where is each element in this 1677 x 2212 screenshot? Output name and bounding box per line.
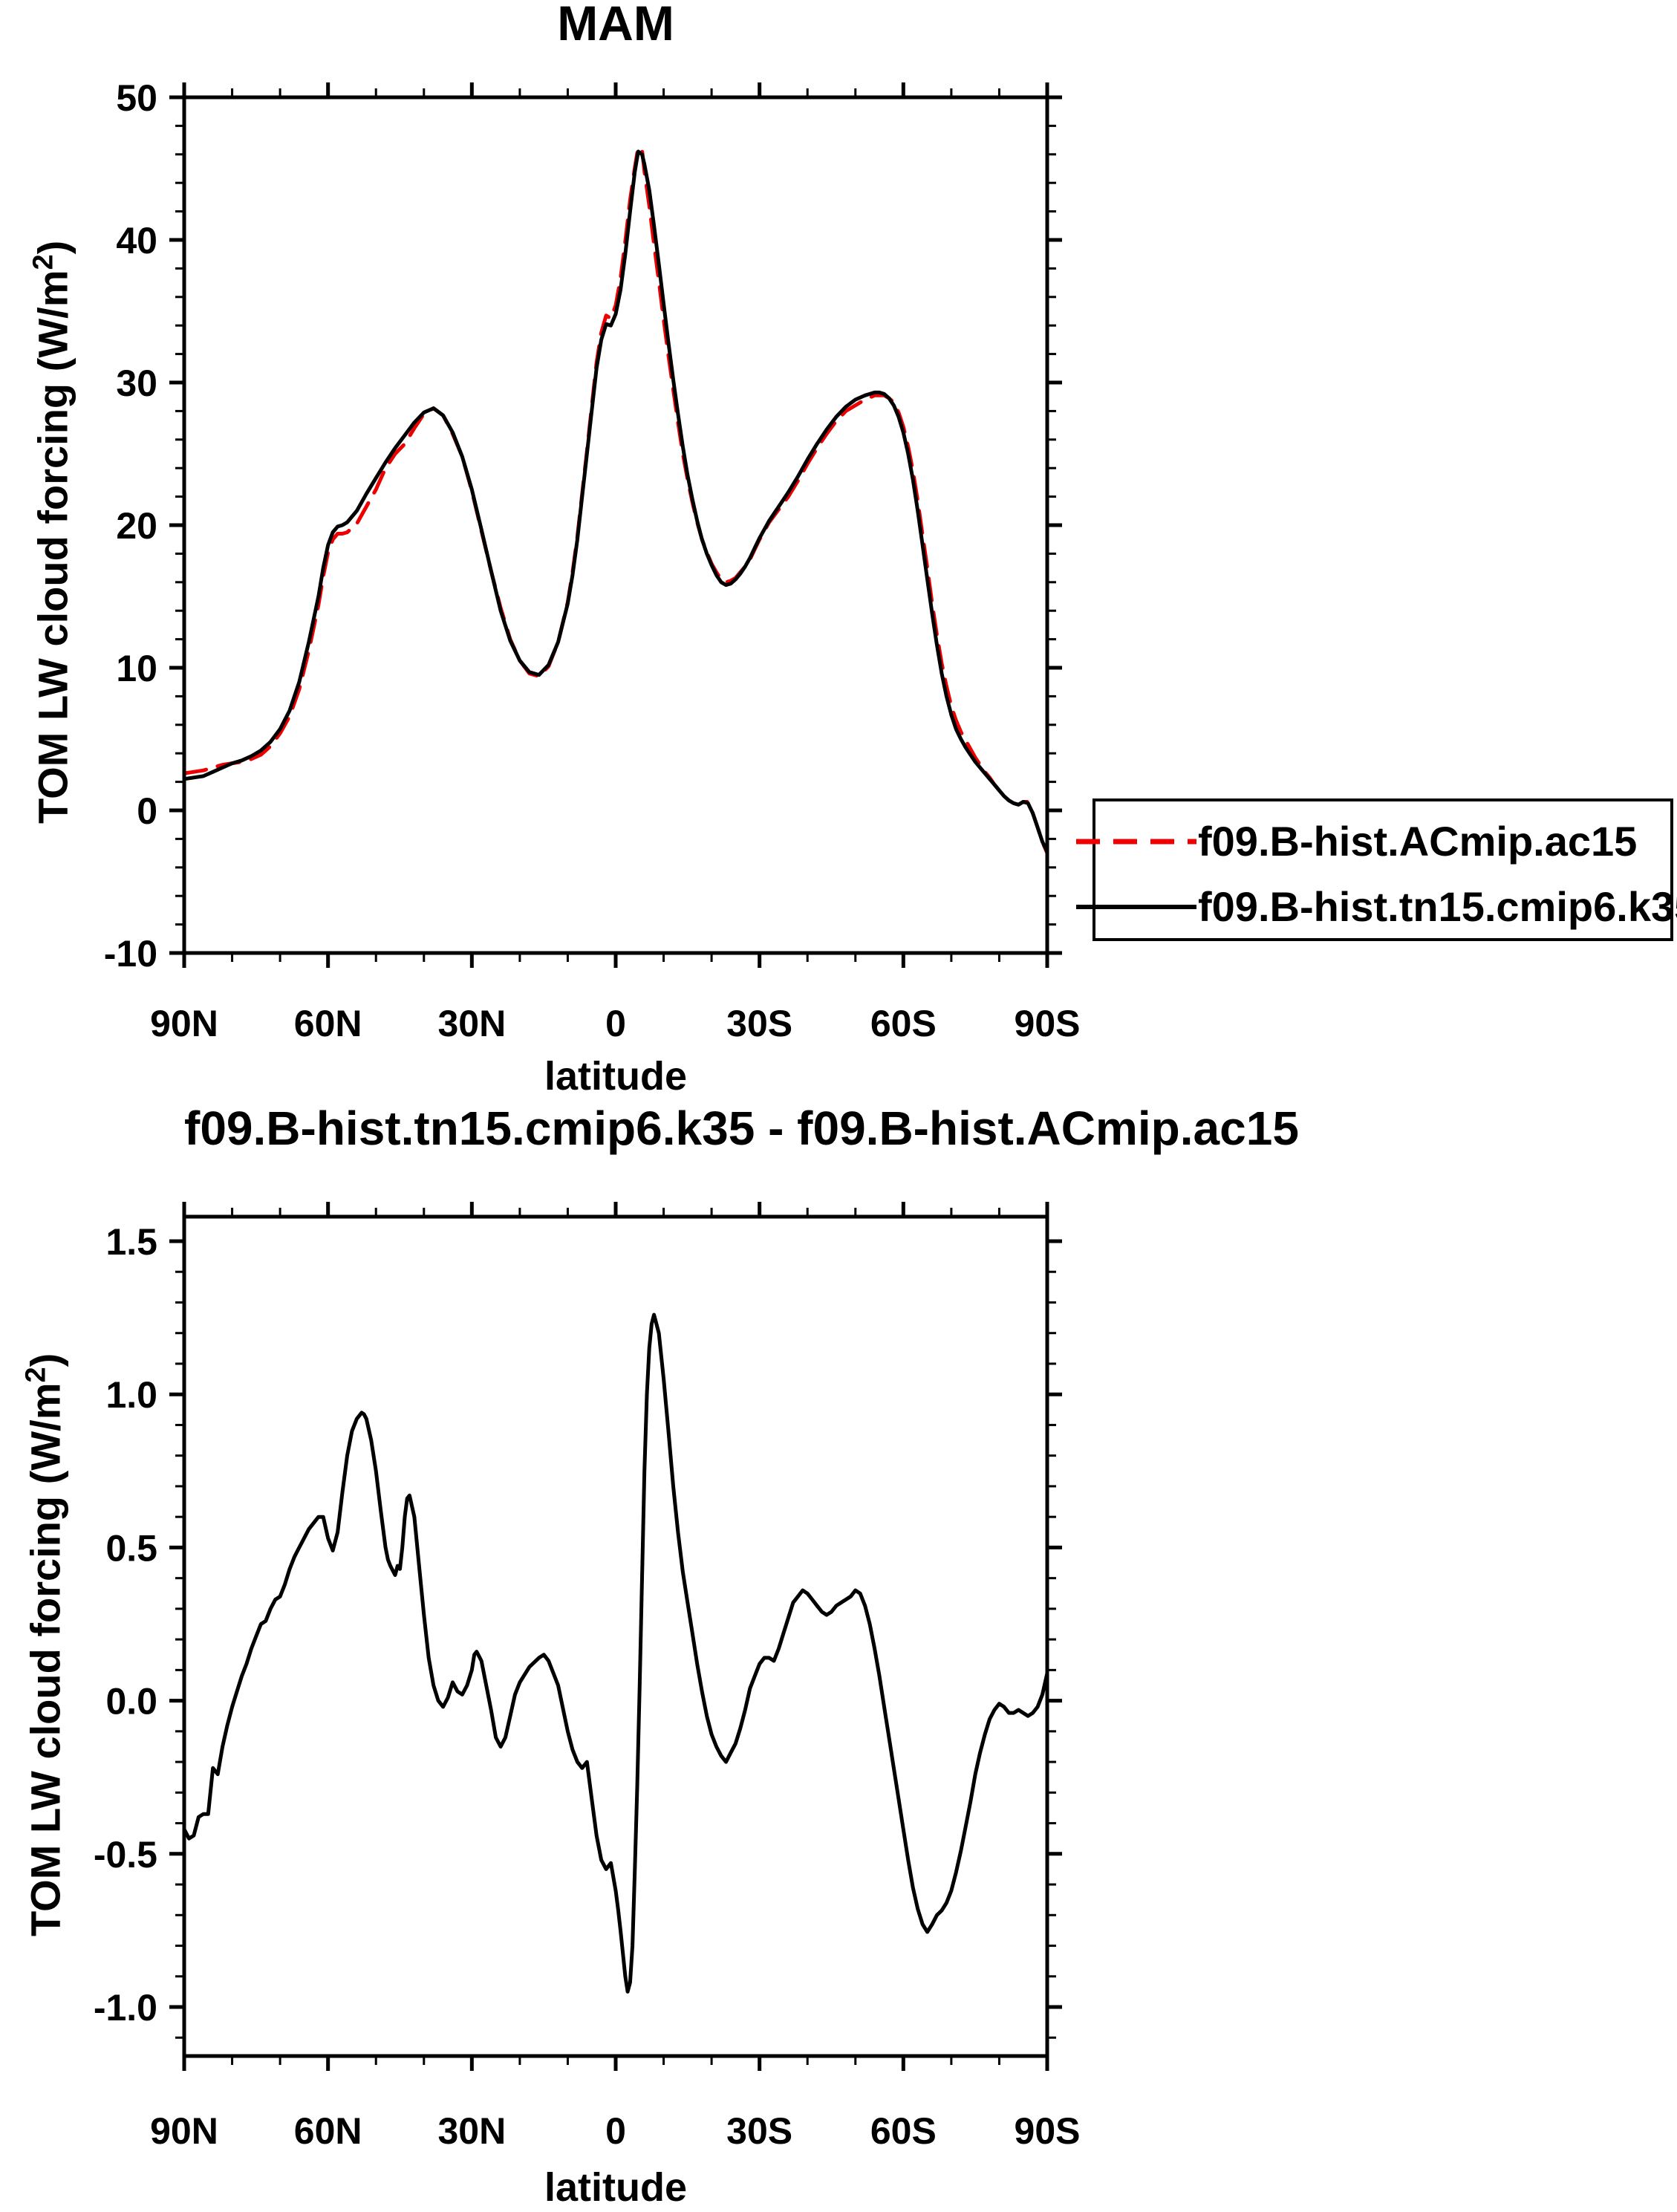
svg-text:20: 20: [116, 505, 157, 547]
svg-text:-1.0: -1.0: [94, 1987, 157, 2029]
svg-text:-10: -10: [104, 933, 157, 975]
legend-label-acmip: f09.B-hist.ACmip.ac15: [1198, 818, 1638, 865]
top-line-plot: -10 0 10 20 30 40 50 90N 60N 30N 0 30S 60S 90S: [104, 77, 1081, 1044]
svg-text:90S: 90S: [1015, 1003, 1081, 1044]
svg-text:60S: 60S: [870, 2110, 937, 2152]
svg-text:30N: 30N: [437, 1003, 506, 1044]
svg-text:60N: 60N: [294, 1003, 362, 1044]
svg-text:60S: 60S: [870, 1003, 937, 1044]
svg-text:30N: 30N: [437, 2110, 506, 2152]
svg-text:30S: 30S: [726, 1003, 792, 1044]
svg-text:0.5: 0.5: [105, 1527, 157, 1569]
svg-text:90S: 90S: [1015, 2110, 1081, 2152]
svg-text:60N: 60N: [294, 2110, 362, 2152]
svg-text:0: 0: [605, 1003, 626, 1044]
svg-text:90N: 90N: [150, 2110, 218, 2152]
bottom-x-axis-label: latitude: [544, 2165, 687, 2210]
black-solid-line-swatch: [1076, 905, 1196, 909]
top-x-axis-label: latitude: [544, 1054, 687, 1099]
svg-text:90N: 90N: [150, 1003, 218, 1044]
legend-label-tn15: f09.B-hist.tn15.cmip6.k35: [1198, 883, 1677, 930]
svg-text:0: 0: [605, 2110, 626, 2152]
svg-text:10: 10: [116, 648, 157, 689]
svg-text:30S: 30S: [726, 2110, 792, 2152]
svg-text:50: 50: [116, 77, 157, 119]
svg-text:-0.5: -0.5: [94, 1834, 157, 1876]
bottom-y-axis-label-text: TOM LW cloud forcing (W/m: [22, 1382, 69, 1937]
bottom-y-axis-label-close: ): [22, 1353, 69, 1367]
bottom-y-axis-label-superscript: 2: [20, 1367, 52, 1383]
legend-box: f09.B-hist.ACmip.ac15 f09.B-hist.tn15.cm…: [1076, 798, 1677, 941]
svg-text:0.0: 0.0: [105, 1681, 157, 1723]
svg-text:1.0: 1.0: [105, 1374, 157, 1416]
svg-text:30: 30: [116, 362, 157, 404]
red-dashed-line-swatch: [1076, 839, 1196, 845]
bottom-y-axis-label: TOM LW cloud forcing (W/m2): [16, 1347, 69, 1942]
svg-text:0: 0: [137, 790, 157, 832]
top-chart-title: MAM: [557, 0, 674, 51]
svg-text:40: 40: [116, 220, 157, 261]
svg-text:1.5: 1.5: [105, 1221, 157, 1263]
